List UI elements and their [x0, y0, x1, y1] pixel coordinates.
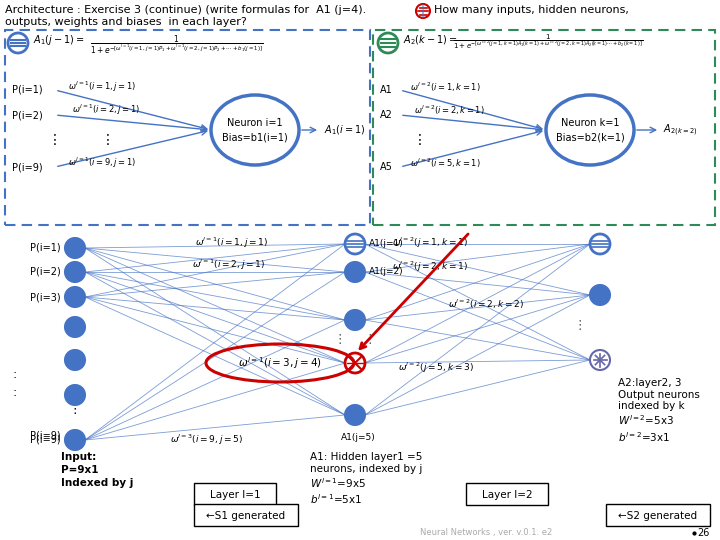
Text: 26: 26 — [697, 528, 709, 538]
Text: Neuron k=1: Neuron k=1 — [561, 118, 619, 128]
Circle shape — [590, 350, 610, 370]
FancyBboxPatch shape — [194, 504, 298, 526]
Text: ←S2 generated: ←S2 generated — [618, 511, 698, 521]
Text: A1: A1 — [380, 85, 392, 95]
Text: A1(j=2): A1(j=2) — [369, 267, 404, 276]
Bar — [5, 30, 370, 225]
Text: $A_1(j-1) =$: $A_1(j-1) =$ — [33, 33, 84, 47]
Circle shape — [345, 353, 365, 373]
Circle shape — [8, 33, 28, 53]
Text: $\omega^{l=1}(i=9,j=1)$: $\omega^{l=1}(i=9,j=1)$ — [68, 156, 136, 170]
Text: $\omega^{l=3}(i=9,j=5)$: $\omega^{l=3}(i=9,j=5)$ — [170, 433, 243, 447]
Circle shape — [65, 238, 85, 258]
Circle shape — [345, 310, 365, 330]
Text: P(i=1): P(i=1) — [12, 85, 42, 95]
Text: Bias=b1(i=1): Bias=b1(i=1) — [222, 132, 288, 142]
Text: A2: A2 — [380, 110, 393, 120]
Text: $\omega^{l=2}(j=5,k=3)$: $\omega^{l=2}(j=5,k=3)$ — [398, 361, 474, 375]
Circle shape — [345, 262, 365, 282]
Text: $\omega^{l=1}(i=2,j=1)$: $\omega^{l=1}(i=2,j=1)$ — [192, 258, 265, 272]
Text: Bias=b2(k=1): Bias=b2(k=1) — [556, 132, 624, 142]
Text: How many inputs, hidden neurons,: How many inputs, hidden neurons, — [434, 5, 629, 15]
Text: ⋮: ⋮ — [364, 334, 377, 347]
Text: A1(j=1): A1(j=1) — [369, 240, 404, 248]
Circle shape — [65, 317, 85, 337]
Circle shape — [416, 4, 430, 18]
Text: Input:: Input: — [61, 452, 96, 462]
Text: P(i=3): P(i=3) — [30, 292, 61, 302]
Text: $\omega^{l=1}(i=3,j=4)$: $\omega^{l=1}(i=3,j=4)$ — [238, 355, 322, 371]
FancyBboxPatch shape — [466, 483, 548, 505]
Text: P=9x1: P=9x1 — [61, 465, 99, 475]
Text: $\dfrac{1}{1+e^{-[\omega^{l=2}(j=1,k=1)A_1(k=1)+\omega^{l=2}(j=2,k=1)A_2(k=1)\cd: $\dfrac{1}{1+e^{-[\omega^{l=2}(j=1,k=1)A… — [453, 33, 643, 51]
Circle shape — [345, 405, 365, 425]
Text: $\omega^{l=2}(i=1,k=1)$: $\omega^{l=2}(i=1,k=1)$ — [410, 80, 481, 94]
Text: P(i=1): P(i=1) — [30, 243, 61, 253]
Circle shape — [65, 262, 85, 282]
Circle shape — [590, 234, 610, 254]
Circle shape — [65, 430, 85, 450]
Text: A5: A5 — [380, 162, 393, 172]
Text: A1: Hidden layer1 =5
neurons, indexed by j
$W^{l=1}$=9x5
$b^{l=1}$=5x1: A1: Hidden layer1 =5 neurons, indexed by… — [310, 452, 423, 506]
Text: P(i=9): P(i=9) — [30, 435, 61, 445]
Text: A1(j=5): A1(j=5) — [341, 433, 375, 442]
Circle shape — [378, 33, 398, 53]
Circle shape — [590, 285, 610, 305]
Circle shape — [345, 234, 365, 254]
Text: :: : — [13, 368, 17, 381]
Text: ⋮: ⋮ — [48, 133, 62, 147]
Text: $\omega^{l=2}(j=2,k=1)$: $\omega^{l=2}(j=2,k=1)$ — [392, 260, 468, 274]
Text: P(i=2): P(i=2) — [30, 267, 61, 277]
Text: P(i=9): P(i=9) — [12, 162, 42, 172]
Text: ⋮: ⋮ — [574, 319, 586, 332]
Text: :: : — [13, 386, 17, 399]
Text: Architecture : Exercise 3 (continue) (write formulas for  A1 (j=4).: Architecture : Exercise 3 (continue) (wr… — [5, 5, 366, 15]
Text: $\omega^{l=1}(i=1,j=1)$: $\omega^{l=1}(i=1,j=1)$ — [68, 80, 136, 94]
Bar — [373, 30, 715, 225]
Text: $A_2(k-1) =$: $A_2(k-1) =$ — [403, 33, 457, 46]
Text: Neural Networks , ver. v.0.1. e2: Neural Networks , ver. v.0.1. e2 — [420, 529, 552, 537]
Text: $\omega^{l=2}(i=2,k=1)$: $\omega^{l=2}(i=2,k=1)$ — [414, 103, 485, 117]
Text: $A_1(i=1)$: $A_1(i=1)$ — [324, 123, 366, 137]
Text: $\omega^{l=1}(i=1,j=1)$: $\omega^{l=1}(i=1,j=1)$ — [195, 236, 268, 250]
Text: ⋮: ⋮ — [68, 403, 81, 416]
FancyBboxPatch shape — [606, 504, 710, 526]
Text: P(i=9): P(i=9) — [30, 430, 61, 440]
Text: $\omega^{l=1}(i=2,j=1)$: $\omega^{l=1}(i=2,j=1)$ — [72, 103, 140, 117]
Text: ⋮: ⋮ — [101, 133, 115, 147]
Text: Neuron i=1: Neuron i=1 — [228, 118, 283, 128]
Text: A2:layer2, 3
Output neurons
indexed by k
$W^{l=2}$=5x3
$b^{l=2}$=3x1: A2:layer2, 3 Output neurons indexed by k… — [618, 378, 700, 443]
Text: $\omega^{l=2}(i=5,k=1)$: $\omega^{l=2}(i=5,k=1)$ — [410, 156, 481, 170]
FancyBboxPatch shape — [194, 483, 276, 505]
Text: ⋮: ⋮ — [413, 133, 427, 147]
Text: Layer l=1: Layer l=1 — [210, 490, 261, 500]
Text: $\omega^{l=2}(i=2,k=2)$: $\omega^{l=2}(i=2,k=2)$ — [448, 298, 524, 310]
Text: $\dfrac{1}{1+e^{-[\omega^{l=1}(i=1,j=1)P_1+\omega^{l=1}(i=2,j=1)P_2+\cdots+b_1(j: $\dfrac{1}{1+e^{-[\omega^{l=1}(i=1,j=1)P… — [90, 33, 264, 56]
Text: outputs, weights and biases  in each layer?: outputs, weights and biases in each laye… — [5, 17, 247, 27]
Circle shape — [65, 350, 85, 370]
Circle shape — [65, 287, 85, 307]
Text: $\omega^{l=2}(j=1,k=1)$: $\omega^{l=2}(j=1,k=1)$ — [392, 236, 468, 250]
Ellipse shape — [546, 95, 634, 165]
Text: Layer l=2: Layer l=2 — [482, 490, 532, 500]
Ellipse shape — [211, 95, 299, 165]
Text: ←S1 generated: ←S1 generated — [207, 511, 286, 521]
Text: Indexed by j: Indexed by j — [61, 478, 133, 488]
Text: ⋮: ⋮ — [334, 334, 346, 347]
Text: $A_{2(k=2)}$: $A_{2(k=2)}$ — [663, 122, 698, 138]
Circle shape — [65, 385, 85, 405]
Text: P(i=2): P(i=2) — [12, 110, 42, 120]
